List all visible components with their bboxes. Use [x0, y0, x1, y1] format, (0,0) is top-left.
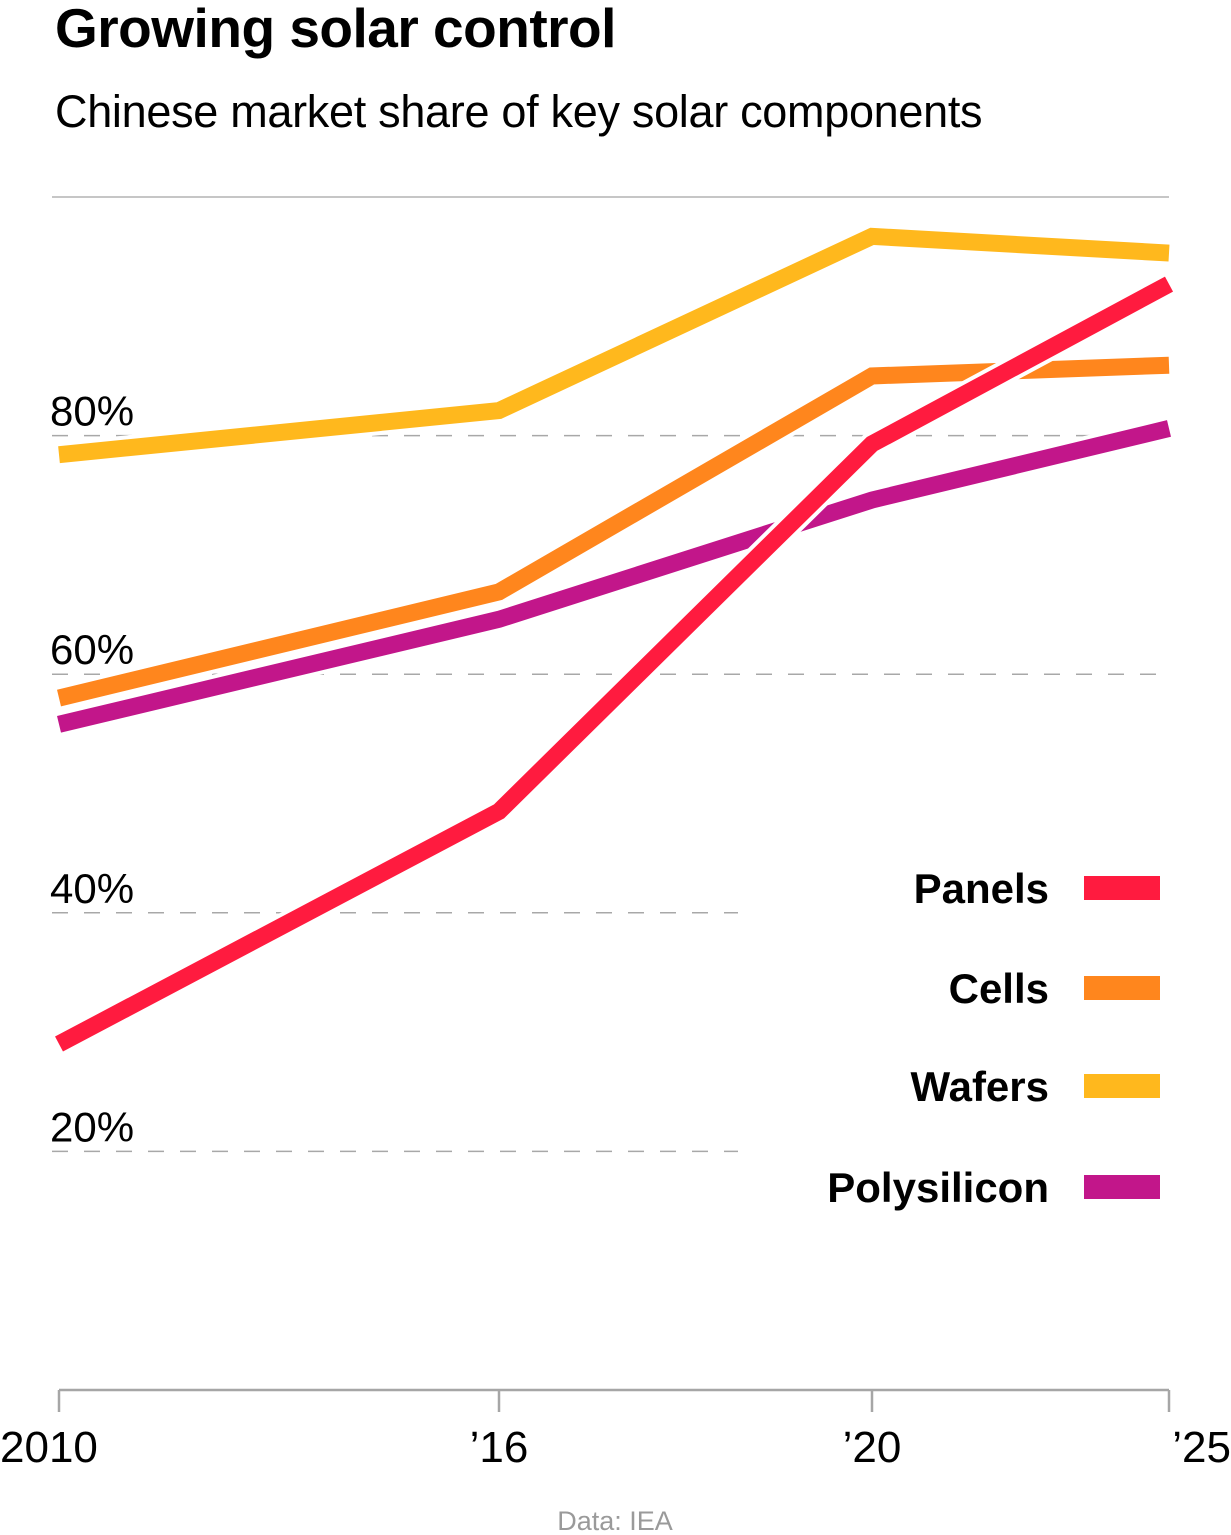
series-lines — [53, 223, 1175, 1056]
legend-swatch — [1084, 1175, 1160, 1199]
y-tick-label: 40% — [50, 865, 134, 912]
series-line-wafers — [58, 227, 1170, 464]
legend-swatch — [1084, 876, 1160, 900]
legend-item-wafers: Wafers — [911, 1063, 1160, 1110]
legend-swatch — [1084, 976, 1160, 1000]
series-line-panels — [55, 276, 1174, 1052]
legend-label: Polysilicon — [827, 1164, 1049, 1211]
gridlines — [52, 196, 1169, 1153]
legend-item-cells: Cells — [949, 965, 1160, 1012]
legend-item-panels: Panels — [914, 865, 1160, 912]
x-tick-label: ’25 — [1172, 1423, 1231, 1472]
series-halo-wafers — [57, 223, 1170, 468]
x-tick-label: 2010 — [0, 1423, 98, 1472]
chart-subtitle: Chinese market share of key solar compon… — [55, 86, 983, 137]
legend: Panels Cells Wafers Polysilicon — [827, 865, 1160, 1211]
source-note: Data: IEA — [557, 1506, 673, 1535]
legend-swatch — [1084, 1074, 1160, 1098]
series-line-polysilicon — [57, 420, 1171, 733]
legend-label: Wafers — [911, 1063, 1050, 1110]
y-axis-labels: 20% 40% 60% 80% — [50, 388, 134, 1151]
legend-label: Panels — [914, 865, 1049, 912]
y-tick-label: 20% — [50, 1103, 134, 1150]
x-tick-label: ’20 — [843, 1423, 902, 1472]
legend-label: Cells — [949, 965, 1049, 1012]
y-tick-label: 60% — [50, 626, 134, 673]
chart-title: Growing solar control — [55, 0, 616, 59]
y-tick-label: 80% — [50, 388, 134, 435]
x-tick-label: ’16 — [470, 1423, 529, 1472]
legend-item-polysilicon: Polysilicon — [827, 1164, 1160, 1211]
x-axis: 2010 ’16 ’20 ’25 — [0, 1388, 1231, 1472]
